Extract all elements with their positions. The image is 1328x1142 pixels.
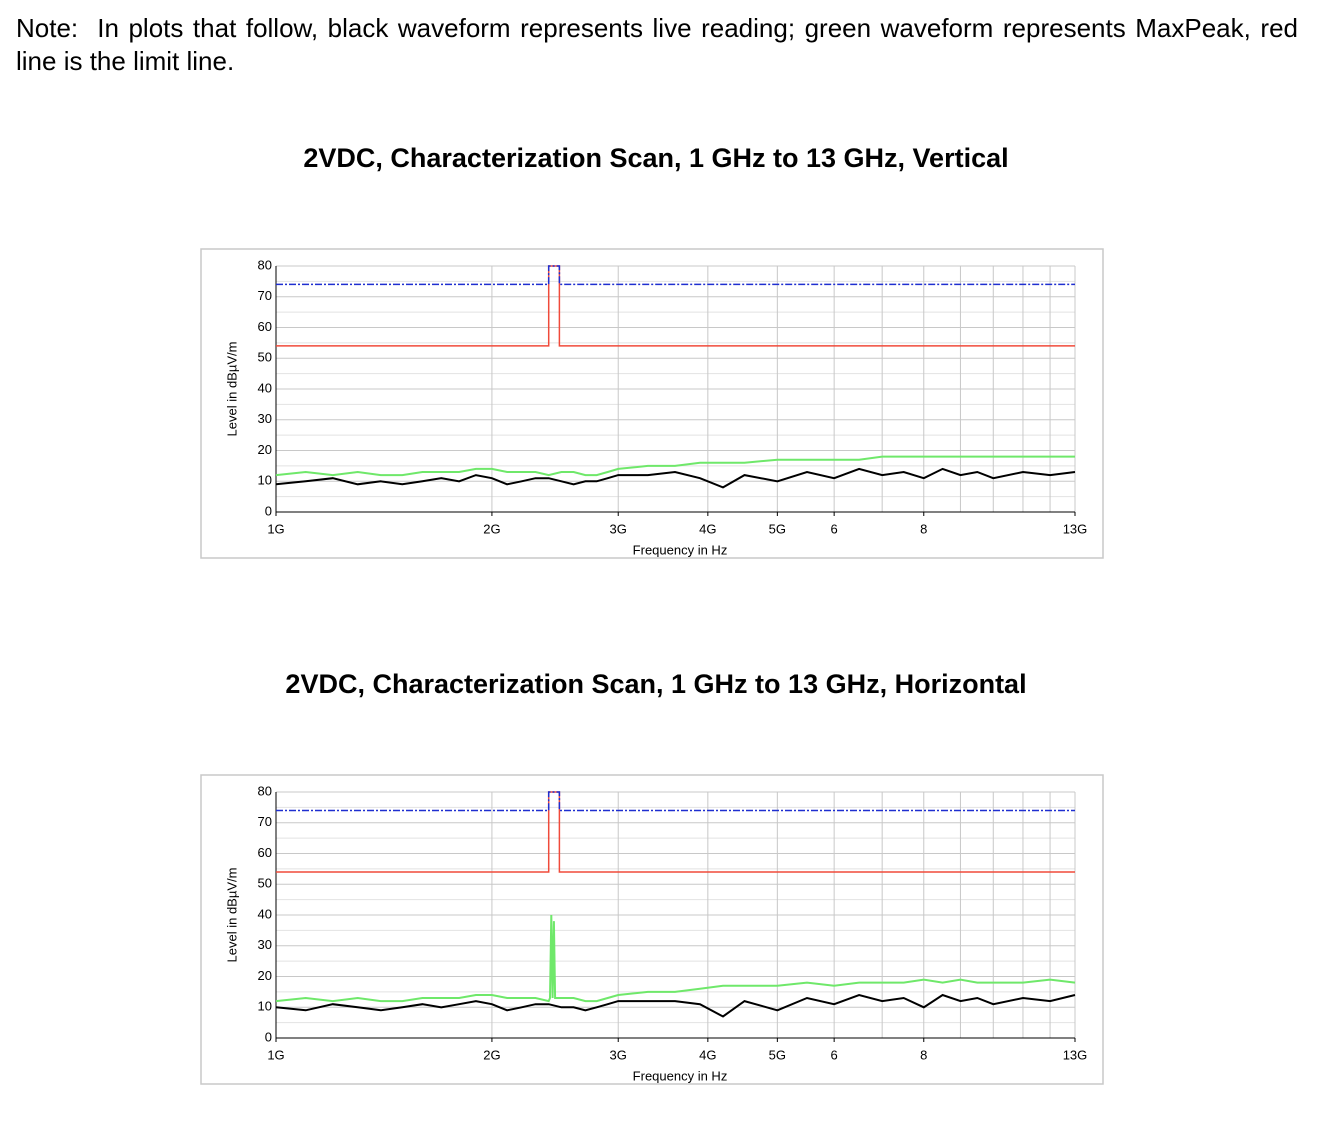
y-tick-label: 50: [258, 876, 272, 891]
y-tick-label: 40: [258, 906, 272, 921]
series-line: [275, 455, 1075, 477]
x-tick-label: 8: [920, 1047, 927, 1062]
x-tick-label: 5G: [769, 1047, 786, 1062]
note: Note: In plots that follow, black wavefo…: [16, 13, 1306, 76]
y-tick-label: 60: [258, 319, 272, 334]
y-tick-label: 30: [258, 411, 272, 426]
series-line: [276, 265, 1075, 286]
x-tick-label: 8: [920, 521, 927, 536]
y-tick-label: 70: [258, 288, 272, 303]
x-axis-label: Frequency in Hz: [633, 542, 728, 557]
y-tick-label: 30: [258, 937, 272, 952]
x-tick-label: 2G: [483, 521, 500, 536]
x-tick-label: 1G: [267, 521, 284, 536]
x-tick-label: 2G: [483, 1047, 500, 1062]
y-tick-label: 10: [258, 473, 272, 488]
chart-frame: [200, 774, 1104, 1085]
y-tick-label: 0: [265, 503, 272, 518]
y-tick-label: 10: [258, 999, 272, 1014]
y-tick-label: 20: [258, 442, 272, 457]
series-line: [275, 467, 1076, 489]
chart-title: 2VDC, Characterization Scan, 1 GHz to 13…: [285, 669, 1026, 699]
series-line: [276, 791, 1075, 812]
series-line: [275, 993, 1076, 1018]
y-tick-label: 60: [258, 845, 272, 860]
y-tick-label: 20: [258, 968, 272, 983]
x-tick-label: 6: [831, 521, 838, 536]
series-line: [276, 265, 1075, 347]
y-tick-label: 70: [258, 814, 272, 829]
y-axis-label: Level in dBµV/m: [224, 868, 239, 963]
x-tick-label: 13G: [1063, 521, 1088, 536]
y-tick-label: 50: [258, 350, 272, 365]
x-axis-label: Frequency in Hz: [633, 1068, 728, 1083]
y-tick-label: 80: [258, 257, 272, 272]
series-line: [275, 914, 1076, 1003]
x-tick-label: 5G: [769, 521, 786, 536]
chart-title: 2VDC, Characterization Scan, 1 GHz to 13…: [303, 143, 1008, 173]
y-tick-label: 80: [258, 783, 272, 798]
series-line: [276, 791, 1075, 873]
y-tick-label: 0: [265, 1029, 272, 1044]
x-tick-label: 3G: [610, 1047, 627, 1062]
y-tick-label: 40: [258, 380, 272, 395]
x-tick-label: 3G: [610, 521, 627, 536]
y-axis-label: Level in dBµV/m: [224, 342, 239, 437]
x-tick-label: 6: [831, 1047, 838, 1062]
x-tick-label: 13G: [1063, 1047, 1088, 1062]
chart-frame: [200, 248, 1104, 559]
x-tick-label: 4G: [699, 521, 716, 536]
x-tick-label: 4G: [699, 1047, 716, 1062]
x-tick-label: 1G: [267, 1047, 284, 1062]
